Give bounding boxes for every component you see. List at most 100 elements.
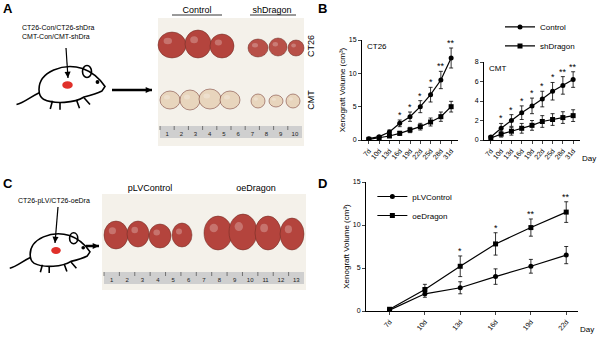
svg-text:1: 1	[110, 277, 114, 283]
svg-text:Xenograft Volume (cm³): Xenograft Volume (cm³)	[342, 204, 351, 289]
svg-text:25d: 25d	[543, 147, 556, 161]
svg-text:5: 5	[172, 277, 176, 283]
svg-text:pLVControl: pLVControl	[412, 193, 452, 202]
svg-text:CMT: CMT	[306, 90, 316, 110]
svg-text:16d: 16d	[512, 147, 525, 161]
svg-text:16d: 16d	[486, 318, 499, 332]
svg-text:13d: 13d	[451, 318, 464, 332]
svg-text:6: 6	[236, 131, 240, 137]
svg-text:10d: 10d	[370, 147, 383, 161]
svg-text:25d: 25d	[421, 147, 434, 161]
svg-text:6: 6	[475, 78, 479, 85]
svg-text:*: *	[408, 102, 412, 112]
svg-text:CT26-Con/CT26-shDra: CT26-Con/CT26-shDra	[22, 24, 94, 31]
svg-text:28d: 28d	[431, 147, 444, 161]
svg-text:13d: 13d	[380, 147, 393, 161]
svg-text:Day: Day	[582, 154, 596, 163]
svg-text:*: *	[429, 77, 433, 87]
svg-text:10d: 10d	[492, 147, 505, 161]
svg-text:16d: 16d	[390, 147, 403, 161]
svg-text:0: 0	[475, 136, 479, 143]
svg-text:13: 13	[293, 277, 300, 283]
svg-text:19d: 19d	[401, 147, 414, 161]
svg-text:7d: 7d	[362, 147, 372, 158]
svg-text:31d: 31d	[442, 147, 455, 161]
svg-text:8: 8	[218, 277, 222, 283]
svg-text:*: *	[494, 223, 498, 233]
svg-text:D: D	[318, 176, 327, 191]
svg-text:Control: Control	[540, 23, 566, 32]
svg-text:15: 15	[349, 36, 357, 43]
svg-text:CT26-pLV/CT26-oeDra: CT26-pLV/CT26-oeDra	[18, 197, 90, 205]
svg-text:4: 4	[475, 97, 479, 104]
svg-text:A: A	[3, 1, 13, 16]
svg-text:9: 9	[279, 131, 283, 137]
svg-text:**: **	[527, 209, 535, 219]
svg-text:pLVControl: pLVControl	[128, 183, 172, 193]
svg-text:5: 5	[357, 264, 361, 271]
svg-text:2: 2	[125, 277, 129, 283]
svg-text:oeDragon: oeDragon	[412, 212, 447, 221]
svg-text:*: *	[418, 91, 422, 101]
svg-text:5: 5	[353, 103, 357, 110]
svg-text:2: 2	[180, 131, 184, 137]
svg-text:8: 8	[475, 58, 479, 65]
svg-text:*: *	[530, 88, 534, 98]
svg-text:3: 3	[194, 131, 198, 137]
svg-text:10: 10	[247, 277, 254, 283]
svg-text:8: 8	[265, 131, 269, 137]
svg-text:0: 0	[353, 136, 357, 143]
svg-text:10: 10	[349, 70, 357, 77]
svg-text:shDragon: shDragon	[540, 42, 575, 51]
svg-text:Control: Control	[182, 5, 211, 15]
svg-text:*: *	[551, 72, 555, 82]
svg-text:0: 0	[357, 307, 361, 314]
svg-text:*: *	[540, 81, 544, 91]
svg-text:shDragon: shDragon	[252, 5, 291, 15]
svg-text:**: **	[447, 38, 455, 48]
svg-text:7d: 7d	[484, 147, 494, 158]
svg-text:B: B	[318, 1, 327, 16]
svg-text:**: **	[437, 61, 445, 71]
svg-text:5: 5	[222, 131, 226, 137]
svg-text:19d: 19d	[523, 147, 536, 161]
svg-text:10d: 10d	[415, 318, 428, 332]
svg-text:4: 4	[208, 131, 212, 137]
svg-text:12: 12	[278, 277, 285, 283]
svg-text:CMT-Con/CMT-shDra: CMT-Con/CMT-shDra	[22, 33, 90, 40]
svg-text:7: 7	[202, 277, 206, 283]
svg-text:11: 11	[262, 277, 269, 283]
svg-text:28d: 28d	[553, 147, 566, 161]
svg-text:10: 10	[353, 221, 361, 228]
svg-text:Day: Day	[580, 325, 594, 334]
svg-text:*: *	[458, 246, 462, 256]
svg-text:**: **	[559, 67, 567, 77]
svg-text:6: 6	[187, 277, 191, 283]
svg-text:9: 9	[233, 277, 237, 283]
svg-text:**: **	[562, 192, 570, 202]
svg-text:CT26: CT26	[367, 42, 387, 51]
svg-text:10: 10	[292, 131, 299, 137]
svg-text:2: 2	[475, 117, 479, 124]
svg-text:22d: 22d	[411, 147, 424, 161]
svg-text:7: 7	[251, 131, 255, 137]
svg-text:*: *	[520, 96, 524, 106]
svg-text:19d: 19d	[521, 318, 534, 332]
svg-text:oeDragon: oeDragon	[236, 183, 276, 193]
svg-text:31d: 31d	[564, 147, 577, 161]
svg-text:**: **	[569, 62, 577, 72]
svg-text:13d: 13d	[502, 147, 515, 161]
svg-text:Xenograft Volume (cm³): Xenograft Volume (cm³)	[338, 47, 347, 132]
svg-text:15: 15	[353, 178, 361, 185]
svg-text:22d: 22d	[557, 318, 570, 332]
svg-text:1: 1	[165, 131, 169, 137]
svg-text:*: *	[398, 110, 402, 120]
svg-text:3: 3	[141, 277, 145, 283]
svg-text:7d: 7d	[383, 318, 393, 329]
svg-text:*: *	[509, 105, 513, 115]
svg-text:22d: 22d	[533, 147, 546, 161]
svg-text:CT26: CT26	[306, 35, 316, 57]
svg-text:4: 4	[156, 277, 160, 283]
svg-text:C: C	[3, 176, 13, 191]
svg-text:CMT: CMT	[489, 64, 506, 73]
